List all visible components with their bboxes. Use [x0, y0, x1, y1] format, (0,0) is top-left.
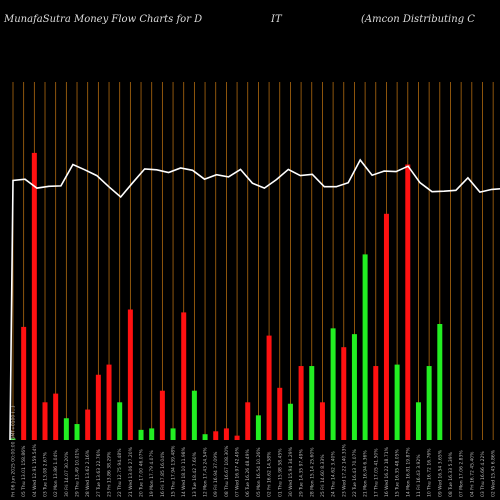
x-tick-label: 03 Tue 13.08 2.67% [43, 451, 49, 497]
x-tick-label: 15 Thu 17.94 139.48% [171, 445, 177, 497]
x-tick-label: 14 Wed 18.10 11.98% [181, 446, 187, 497]
x-tick-label: 01 Thu 15.98 58.45% [277, 448, 283, 497]
x-tick-label: 23 Fri 13.86 38.29% [107, 451, 113, 497]
x-tick-label: 03 Thu 16.66 4.22% [480, 451, 486, 497]
bar-inflow [309, 366, 315, 440]
x-tick-label: 20 Tue 17.00 46.07% [139, 449, 145, 497]
chart-title-left: MunafaSutra Money Flow Charts for D [4, 14, 203, 25]
price-line [9, 158, 500, 441]
bar-outflow [266, 335, 272, 440]
x-tick-label: 27 Tue 13.63 22.76% [96, 449, 102, 497]
bar-inflow [170, 428, 176, 440]
x-tick-label: 06 Tue 16.26 48.49% [245, 449, 251, 497]
bar-outflow [234, 435, 240, 440]
x-tick-label: 12 Mon 17.43 24.54% [203, 447, 209, 497]
x-tick-label: 05 Thu 13.01 158.86% [21, 445, 27, 497]
chart-title-ticker: IT [271, 14, 282, 25]
bar-outflow [42, 402, 48, 440]
x-tick-label: 24 Thu 14.62 3.40% [331, 451, 337, 497]
x-tick-label: 13 Tue 18.42 7.60% [192, 451, 198, 497]
bar-inflow [138, 429, 144, 440]
bar-inflow [437, 324, 443, 440]
x-tick-label: 30 Fri 14.07 30.20% [64, 451, 70, 497]
bar-inflow [394, 364, 400, 440]
x-tick-label: Fri 06 Jun 2025 00:00:00 GMT+0100 (...) [11, 405, 17, 497]
x-tick-labels: Fri 06 Jun 2025 00:00:00 GMT+0100 (...) 0… [11, 405, 497, 497]
bar-outflow [106, 364, 112, 440]
chart-title-company: (Amcon Distributing C [361, 14, 475, 25]
bar-outflow [213, 431, 219, 440]
bar-outflow [223, 428, 229, 440]
bar-inflow [10, 438, 16, 440]
x-tick-label: 05 Mon 16.54 10.26% [256, 447, 262, 497]
x-tick-label: 11 Fri 16.43 3.92% [416, 454, 422, 497]
x-tick-label: 30 Wed 15.94 34.29% [288, 446, 294, 497]
bar-inflow [63, 418, 69, 440]
x-tick-label: 09 Fri 16.94 37.09% [213, 451, 219, 497]
x-tick-label: 28 Wed 13.62 2.16% [85, 449, 91, 497]
bar-outflow [21, 326, 27, 440]
bar-outflow [298, 366, 304, 440]
bar-inflow [362, 254, 368, 440]
bar-outflow [245, 402, 251, 440]
bar-inflow [330, 328, 336, 440]
bar-inflow [255, 415, 261, 440]
bar-outflow [341, 347, 347, 440]
bar-inflow [287, 403, 293, 440]
bar-outflow [383, 213, 389, 440]
x-tick-label: 07 Mon 17.06 2.83% [459, 450, 465, 497]
x-tick-label: 21 Wed 13.06 27.20% [128, 446, 134, 497]
bar-inflow [117, 402, 123, 440]
x-tick-label: 04 Wed 12.91 159.54% [32, 444, 38, 497]
bars [10, 152, 443, 440]
bar-outflow [127, 309, 133, 440]
x-tick-label: 07 Wed 16.97 42.49% [235, 446, 241, 497]
x-tick-label: 29 Thu 13.49 10.01% [75, 448, 81, 497]
bar-inflow [149, 428, 155, 440]
x-tick-label: 09 Wed 16.54 3.65% [437, 449, 443, 497]
x-tick-label: 28 Mon 15.14 25.60% [309, 447, 315, 497]
bar-outflow [181, 312, 187, 440]
price-line-path [9, 158, 500, 441]
x-tick-label: 22 Thu 12.75 94.48% [117, 448, 123, 497]
x-tick-label: 22 Tue 16.43 70.07% [352, 449, 358, 497]
x-tick-label: 29 Tue 14.35 97.49% [299, 449, 305, 497]
bar-outflow [53, 393, 59, 440]
bar-outflow [373, 366, 379, 440]
bar-outflow [31, 152, 37, 440]
x-tick-label: 02 Mon 13.86 1.04% [53, 450, 59, 497]
x-tick-label: 10 Thu 16.72 16.76% [427, 448, 433, 497]
x-tick-label: 21 Mon 16.94 6.36% [363, 450, 369, 497]
bar-inflow [202, 434, 208, 440]
x-tick-label: 17 Thu 17.05 41.50% [373, 448, 379, 497]
bar-inflow [191, 390, 197, 440]
bar-inflow [415, 402, 421, 440]
x-tick-label: 19 Mon 17.79 4.07% [149, 450, 155, 497]
x-tick-label: 15 Tue 16.35 48.05% [395, 449, 401, 497]
bar-outflow [85, 409, 91, 440]
x-tick-label: 02 Wed 15.45 6.86% [491, 449, 497, 497]
x-tick-label: 25 Fri 14.60 8.33% [320, 454, 326, 497]
bar-outflow [277, 387, 283, 440]
bar-inflow [74, 424, 80, 440]
x-tick-label: 16 Wed 16.22 18.71% [384, 446, 390, 497]
x-tick-label: 16 Fri 17.85 16.04% [160, 451, 166, 497]
x-tick-label: 02 Fri 16.62 14.58% [267, 451, 273, 497]
x-tick-label: 23 Wed 17.22 140.33% [341, 444, 347, 497]
x-tick-label: 08 Thu 16.67 108.30% [224, 445, 230, 497]
x-tick-label: 04 Fri 16.72 45.40% [469, 451, 475, 497]
bar-outflow [405, 164, 411, 440]
x-tick-label: 08 Tue 16.33 5.39% [448, 451, 454, 497]
bar-outflow [159, 390, 165, 440]
x-tick-label: 14 Mon 16.81 19.87% [405, 447, 411, 497]
bar-inflow [426, 366, 432, 440]
bar-inflow [351, 334, 357, 440]
bar-outflow [95, 374, 101, 440]
bar-outflow [319, 402, 325, 440]
